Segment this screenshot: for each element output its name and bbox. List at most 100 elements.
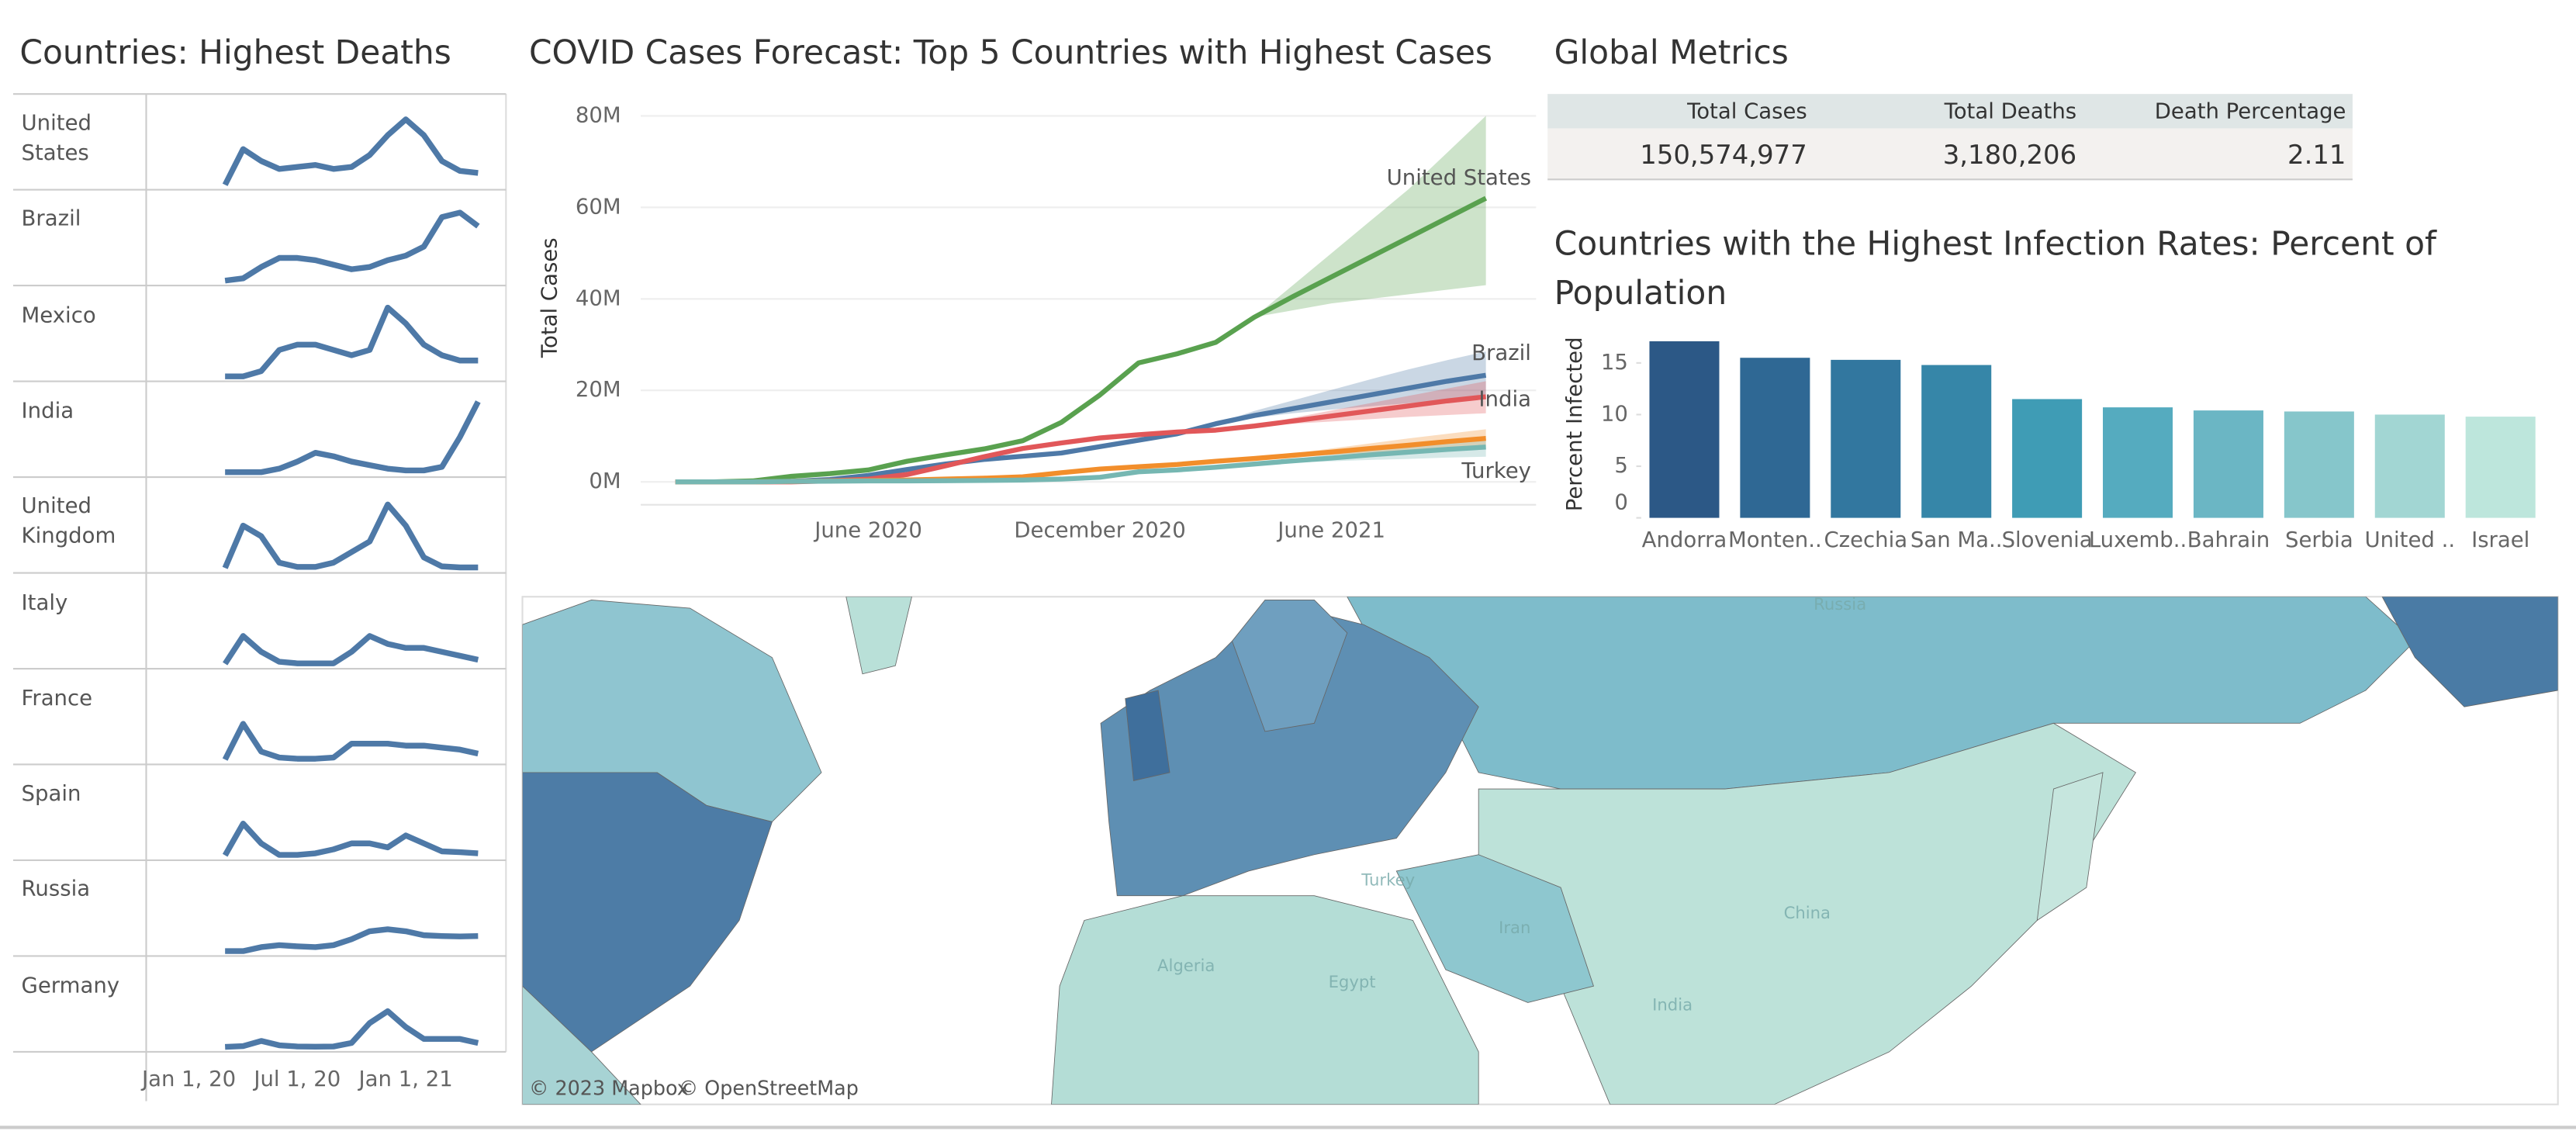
bar — [2012, 399, 2083, 518]
land — [522, 985, 641, 1105]
x-tick-label: United .. — [2364, 527, 2455, 552]
bar — [1740, 358, 1810, 518]
series-label: Turkey — [1461, 458, 1531, 483]
sparkline — [225, 1008, 479, 1050]
forecast-band — [1254, 116, 1486, 317]
row-label-box: France — [21, 687, 93, 712]
table-cell: 3,180,206 — [1943, 140, 2076, 170]
land — [1232, 600, 1348, 732]
x-tick-label: Israel — [2471, 527, 2529, 552]
map: Russia Turkey Iran China India Egypt Algeria ©… — [521, 594, 2559, 1105]
land — [1395, 854, 1594, 1003]
land — [1051, 895, 1479, 1105]
map-label: Egypt — [1329, 972, 1376, 991]
y-tick-label: 15 — [1601, 350, 1628, 375]
y-axis-title: Total Cases — [538, 237, 562, 358]
series-line — [675, 444, 1486, 485]
x-tick-label: Monten.. — [1728, 527, 1822, 552]
x-tick-label: Slovenia — [2002, 527, 2093, 552]
row-label-box: United Kingdom — [21, 495, 116, 550]
x-tick-label: Jan 1, 20 — [140, 1067, 236, 1091]
bar — [1649, 341, 1720, 518]
table-header: Total Deaths — [1944, 99, 2077, 123]
bar-title-box: Countries with the Highest Infection Rat… — [1554, 223, 2436, 313]
row-label: France — [21, 687, 93, 712]
row-label: Brazil — [21, 207, 81, 233]
row-label-box: Russia — [21, 878, 91, 904]
x-tick-label: Bahrain — [2187, 527, 2270, 552]
land — [2036, 772, 2104, 922]
bar — [2103, 407, 2173, 518]
y-axis-title: Percent Infected — [1562, 337, 1587, 511]
bar — [2284, 411, 2354, 518]
row-label: Italy — [21, 590, 68, 616]
x-tick-label: Jul 1, 20 — [252, 1067, 341, 1091]
x-tick-label: June 2021 — [1276, 518, 1385, 543]
row-label: Spain — [21, 782, 81, 808]
forecast-band — [1254, 381, 1486, 427]
sparkline — [222, 116, 479, 186]
map-attribution: © OpenStreetMap — [679, 1077, 859, 1100]
map-labels: Russia Turkey Iran China India Egypt Algeria — [1157, 594, 1866, 1015]
bar — [2193, 410, 2263, 518]
row-label-box: India — [21, 399, 74, 424]
forecast-band — [1215, 351, 1486, 424]
metrics-title: Global Metrics — [1554, 33, 1789, 71]
row-label: India — [21, 399, 74, 424]
y-tick-label: 10 — [1601, 401, 1628, 426]
row-label-box: Brazil — [21, 207, 81, 233]
bar-chart-title: Countries with the Highest Infection Rat… — [1554, 223, 2436, 313]
map-label: Turkey — [1361, 870, 1415, 890]
table-cell: 2.11 — [2287, 140, 2346, 170]
bar — [1921, 365, 1992, 518]
y-tick-label: 20M — [576, 377, 621, 402]
bar — [1831, 359, 1901, 518]
y-tick-label: 80M — [576, 102, 621, 127]
y-tick-label: 60M — [576, 194, 621, 219]
map-attribution: © 2023 Mapbox — [529, 1077, 689, 1100]
row-label: United States — [21, 112, 92, 167]
map-label: Algeria — [1157, 956, 1215, 975]
map-label: Iran — [1499, 918, 1530, 937]
y-tick-label: 0M — [589, 469, 621, 493]
row-label: United Kingdom — [21, 495, 116, 550]
line-chart-title: COVID Cases Forecast: Top 5 Countries wi… — [529, 33, 1492, 71]
sparkline — [225, 304, 479, 379]
sparkline — [225, 926, 479, 954]
row-label-box: Mexico — [21, 303, 96, 329]
x-tick-label: June 2020 — [813, 518, 922, 543]
series-label: India — [1478, 387, 1531, 412]
row-label: Russia — [21, 878, 91, 904]
table-header-bg — [1547, 94, 2353, 129]
series-label: Brazil — [1471, 341, 1531, 365]
table-row-bg — [1547, 128, 2353, 180]
sparkline — [224, 209, 480, 284]
row-label-box: Spain — [21, 782, 81, 808]
map-label: India — [1652, 995, 1693, 1015]
table-header: Total Cases — [1686, 99, 1807, 123]
forecast-band — [1254, 429, 1486, 459]
x-tick-label: Czechia — [1824, 527, 1907, 552]
x-tick-label: Andorra — [1642, 527, 1727, 552]
bar — [2465, 417, 2536, 518]
y-tick-label: 0 — [1614, 490, 1628, 515]
y-tick-label: 40M — [576, 285, 621, 310]
row-label-box: United States — [21, 112, 92, 167]
row-label-box: Italy — [21, 590, 68, 616]
table-header: Death Percentage — [2155, 99, 2346, 123]
row-label: Mexico — [21, 303, 96, 329]
x-tick-label: Jan 1, 21 — [358, 1067, 453, 1091]
sparkline-title: Countries: Highest Deaths — [19, 33, 451, 71]
map-label: China — [1784, 903, 1831, 922]
x-tick-label: Luxemb.. — [2089, 527, 2187, 552]
land — [2381, 597, 2558, 707]
sparkline — [225, 400, 481, 476]
sparkline — [222, 501, 479, 571]
sparkline — [222, 820, 479, 858]
x-tick-label: San Ma.. — [1910, 527, 2003, 552]
sparkline — [222, 721, 479, 762]
map-label: Russia — [1814, 594, 1866, 614]
x-tick-label: December 2020 — [1014, 518, 1185, 543]
